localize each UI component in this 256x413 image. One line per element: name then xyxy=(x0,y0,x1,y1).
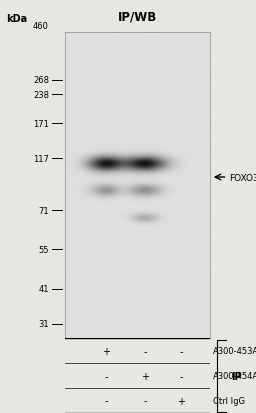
Text: 171: 171 xyxy=(33,119,49,128)
Text: IP: IP xyxy=(231,371,241,381)
Text: -: - xyxy=(143,396,147,406)
Text: -: - xyxy=(104,396,108,406)
Text: Ctrl IgG: Ctrl IgG xyxy=(213,396,245,405)
Text: 71: 71 xyxy=(38,206,49,215)
Text: -: - xyxy=(143,346,147,356)
Text: +: + xyxy=(102,346,110,356)
Text: 55: 55 xyxy=(38,245,49,254)
Text: IP/WB: IP/WB xyxy=(118,11,157,24)
Text: -: - xyxy=(104,371,108,381)
Text: 238: 238 xyxy=(33,90,49,100)
Text: -: - xyxy=(179,346,183,356)
Text: -: - xyxy=(179,371,183,381)
Text: 41: 41 xyxy=(38,285,49,294)
Text: 460: 460 xyxy=(33,22,49,31)
Text: 117: 117 xyxy=(33,154,49,164)
Text: +: + xyxy=(141,371,149,381)
Text: 268: 268 xyxy=(33,76,49,85)
Text: A300-453A: A300-453A xyxy=(213,347,256,356)
Text: kDa: kDa xyxy=(7,14,28,24)
Text: 31: 31 xyxy=(38,320,49,329)
Text: FOXO3a: FOXO3a xyxy=(229,173,256,182)
Text: +: + xyxy=(177,396,185,406)
Text: A300-454A: A300-454A xyxy=(213,371,256,380)
